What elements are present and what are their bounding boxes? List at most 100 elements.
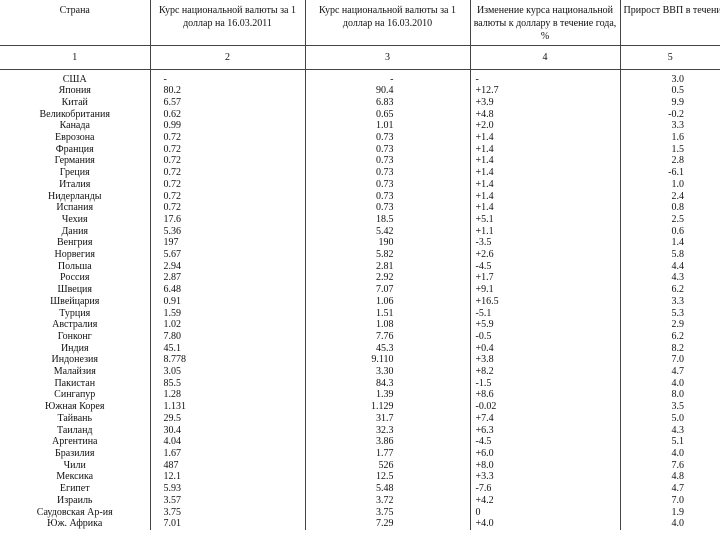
value-cell: 487 (149, 459, 305, 472)
value-cell: 3.30 (304, 366, 470, 378)
table-row: Австралия 1.02 1.08 +5.9 2.9 (0, 319, 720, 331)
table-row: Канада 0.99 1.01 +2.0 3.3 (0, 120, 720, 133)
value-cell: 45.3 (304, 342, 470, 355)
value-cell: +2.0 (469, 120, 620, 133)
value-cell: 0.65 (304, 108, 470, 121)
value-cell: 2.9 (619, 319, 720, 331)
value-cell: - (469, 69, 620, 86)
country-cell: Южная Корея (45, 401, 105, 413)
value-cell: 6.57 (149, 96, 305, 109)
value-cell: 1.01 (304, 120, 470, 133)
value-cell: -4.5 (469, 436, 620, 448)
value-cell: 1.4 (619, 237, 720, 250)
country-cell: Польша (57, 260, 92, 272)
table-row: Великобритания 0.62 0.65 +4.8 -0.2 (0, 108, 720, 121)
header-cell: Страна (0, 0, 150, 46)
value-cell: 526 (304, 459, 470, 472)
value-cell: -0.02 (469, 401, 620, 413)
value-cell: 9.110 (304, 354, 470, 367)
table-row: Аргентина 4.04 3.86 -4.5 5.1 (0, 436, 720, 448)
value-cell: +2.6 (469, 249, 620, 261)
value-cell: 3.0 (619, 69, 720, 86)
value-cell: +4.2 (469, 494, 620, 507)
value-cell: 8.0 (619, 389, 720, 402)
value-cell: 31.7 (304, 412, 470, 425)
value-cell: +1.1 (469, 225, 620, 238)
value-cell: 1.77 (304, 448, 470, 460)
value-cell: 80.2 (149, 85, 305, 97)
value-cell: +1.4 (469, 178, 620, 191)
value-cell: 1.0 (619, 178, 720, 191)
value-cell: 0.72 (149, 202, 305, 214)
table-row: Сингапур 1.28 1.39 +8.6 8.0 (0, 389, 720, 402)
table-row: Турция 1.59 1.51 -5.1 5.3 (0, 307, 720, 320)
value-cell: 90.4 (304, 85, 470, 97)
country-cell: Мексика (56, 471, 94, 483)
country-cell: Великобритания (39, 108, 110, 120)
value-cell: 1.6 (619, 132, 720, 144)
value-cell: 1.08 (304, 319, 470, 331)
value-cell: 3.75 (149, 506, 305, 519)
value-cell: +1.4 (469, 202, 620, 214)
country-cell: Индонезия (51, 354, 98, 366)
value-cell: 5.42 (304, 225, 470, 238)
value-cell: +0.4 (469, 342, 620, 355)
table-row: США - - -3.0 (0, 69, 720, 86)
country-cell: Россия (60, 272, 90, 284)
value-cell: 0.72 (149, 190, 305, 203)
country-cell: Малайзия (53, 366, 96, 378)
value-cell: 1.5 (619, 143, 720, 156)
value-cell: -0.2 (619, 108, 720, 121)
country-cell: Нидерланды (47, 190, 102, 202)
value-cell: 0.72 (149, 143, 305, 156)
value-cell: +8.2 (469, 366, 620, 378)
value-cell: 0.6 (619, 225, 720, 238)
value-cell: -3.5 (469, 237, 620, 250)
table-row: Юж. Африка 7.01 7.29 +4.0 4.0 (0, 518, 720, 530)
column-number: 3 (304, 45, 470, 70)
value-cell: 0.62 (149, 108, 305, 121)
table-row: Япония 80.2 90.4 +12.7 0.5 (0, 85, 720, 97)
country-cell: Таиланд (56, 424, 93, 436)
value-cell: 0.73 (304, 167, 470, 179)
value-cell: 0.73 (304, 178, 470, 191)
value-cell: +16.5 (469, 295, 620, 308)
value-cell: 1.67 (149, 448, 305, 460)
country-cell: Швеция (57, 284, 93, 296)
value-cell: 85.5 (149, 377, 305, 390)
value-cell: 5.48 (304, 483, 470, 495)
value-cell: +12.7 (469, 85, 620, 97)
country-cell: Норвегия (54, 249, 95, 261)
table-row: Венгрия 197 190 -3.5 1.4 (0, 237, 720, 250)
value-cell: +1.4 (469, 132, 620, 144)
table-row: Китай 6.57 6.83 +3.9 9.9 (0, 96, 720, 109)
country-cell: Юж. Африка (47, 518, 103, 530)
value-cell: +3.8 (469, 354, 620, 367)
value-cell: 0.73 (304, 155, 470, 168)
value-cell: 5.1 (619, 436, 720, 448)
table-row: Индонезия 8.778 9.110 +3.8 7.0 (0, 354, 720, 367)
value-cell: 0.73 (304, 190, 470, 203)
value-cell: 0.72 (149, 155, 305, 168)
value-cell: 12.1 (149, 471, 305, 484)
value-cell: 190 (304, 237, 470, 250)
country-cell: Швейцария (50, 295, 100, 307)
value-cell: +1.4 (469, 143, 620, 156)
value-cell: 0.72 (149, 132, 305, 144)
value-cell: 12.5 (304, 471, 470, 484)
country-cell: Гонконг (57, 330, 92, 342)
value-cell: 4.3 (619, 424, 720, 437)
value-cell: 1.39 (304, 389, 470, 402)
column-number: 5 (619, 45, 720, 70)
country-cell: Австралия (52, 319, 98, 331)
value-cell: 4.0 (619, 518, 720, 530)
table-row: Чили 487 526 +8.0 7.6 (0, 459, 720, 472)
country-cell: Венгрия (56, 237, 93, 249)
value-cell: 9.9 (619, 96, 720, 109)
country-cell: Египет (59, 483, 90, 495)
table-row: Бразилия 1.67 1.77 +6.0 4.0 (0, 448, 720, 460)
table-row: Нидерланды 0.72 0.73 +1.4 2.4 (0, 190, 720, 203)
